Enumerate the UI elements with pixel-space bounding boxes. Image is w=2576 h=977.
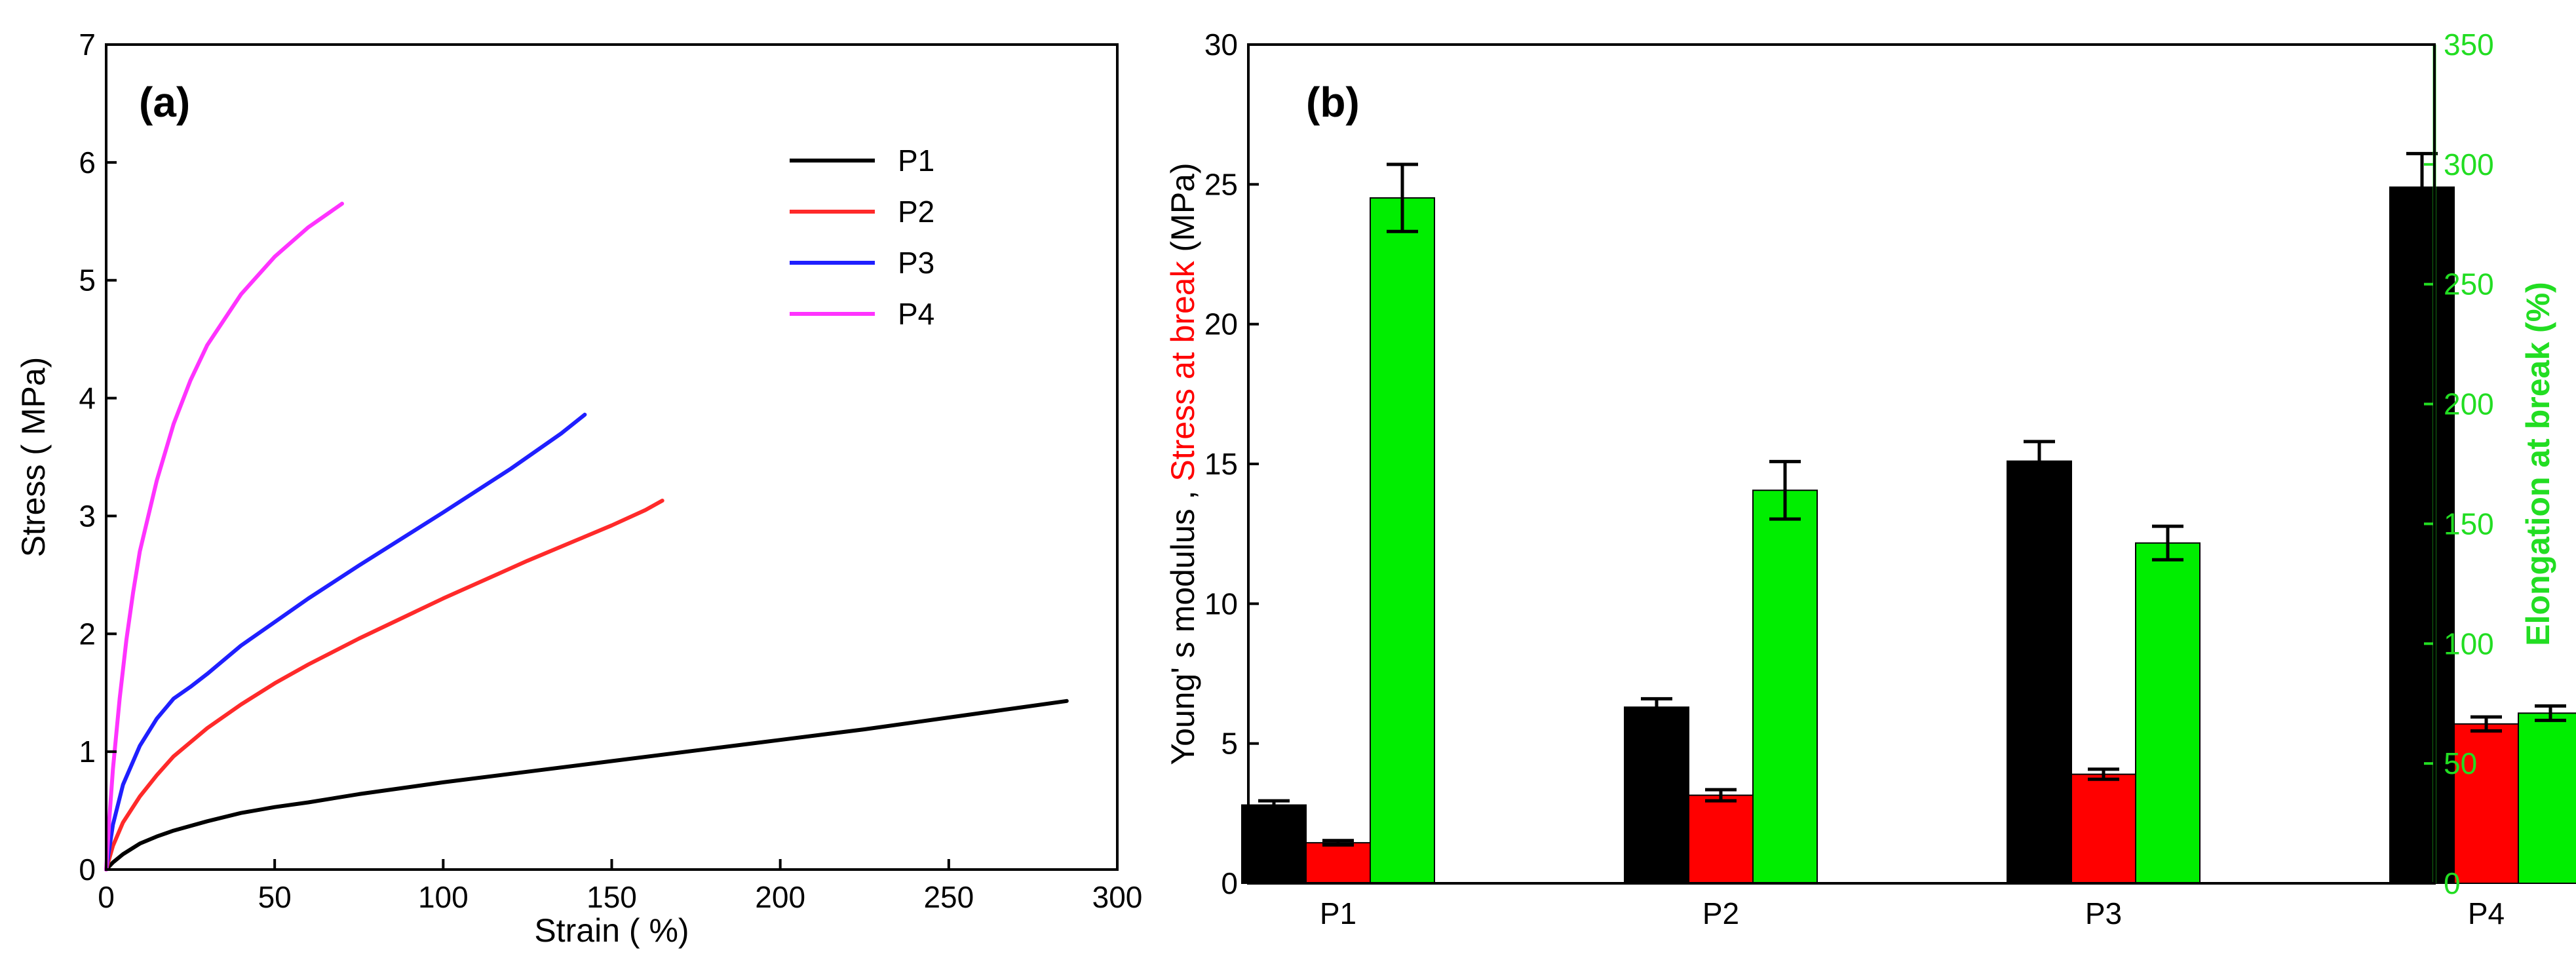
right-tick-label-50: 50 — [2444, 746, 2477, 780]
x-category-label-p3: P3 — [2085, 896, 2122, 930]
y-tick-label-1: 1 — [79, 735, 96, 769]
panel-b-bar-chart: P1 P2 P3 P4 0510152025300501001502002503003… — [1164, 28, 2576, 930]
error-bar-stress-p4 — [2470, 715, 2502, 733]
x-category-label-p4: P4 — [2468, 896, 2505, 930]
y-tick-label-5: 5 — [79, 263, 96, 297]
x-category-label-p2: P2 — [1702, 896, 1739, 930]
panel-b-label: (b) — [1306, 79, 1360, 126]
x-tick-label-0: 0 — [98, 880, 115, 914]
panel-b-left-axis-title-unit: (MPa) — [1164, 163, 1201, 261]
error-bar-modulus-p3 — [2024, 440, 2055, 483]
bar-stress-p3 — [2071, 773, 2136, 884]
right-tick-label-300: 300 — [2444, 147, 2494, 182]
error-bar-elongation-p1 — [1387, 163, 1418, 233]
panel-a-y-axis-title: Stress ( MPa) — [15, 357, 52, 558]
legend-label-p4: P4 — [898, 297, 934, 331]
panel-a-ticks: 0 50 100 150 200 250 300 0 1 2 3 4 5 6 7 — [79, 28, 1142, 914]
bar-stress-p2 — [1688, 794, 1754, 884]
bar-modulus-p2 — [1624, 706, 1689, 884]
left-tick-label-25: 25 — [1204, 167, 1238, 201]
panel-b-left-axis-title-modulus: Young' s modulus , — [1164, 482, 1201, 765]
legend-label-p3: P3 — [898, 246, 934, 280]
panel-a-x-axis-title: Strain ( %) — [534, 912, 689, 949]
legend-label-p2: P2 — [898, 195, 934, 229]
x-tick-label-300: 300 — [1092, 880, 1143, 914]
bar-elongation-p1 — [1370, 197, 1435, 884]
panel-b-left-axis-title-stress: Stress at break — [1164, 260, 1201, 481]
x-tick-label-250: 250 — [923, 880, 974, 914]
curve-p1 — [104, 699, 1069, 872]
curve-p4 — [104, 201, 344, 872]
curve-p3 — [104, 412, 587, 872]
error-bar-modulus-p4 — [2406, 151, 2438, 223]
bar-elongation-p3 — [2135, 542, 2201, 884]
error-bar-stress-p2 — [1705, 788, 1737, 803]
y-tick-label-2: 2 — [79, 617, 96, 651]
y-tick-label-7: 7 — [79, 28, 96, 62]
right-tick-label-350: 350 — [2444, 28, 2494, 62]
panel-a-curves — [104, 201, 1069, 872]
x-category-label-p1: P1 — [1320, 896, 1356, 930]
x-tick-label-100: 100 — [418, 880, 469, 914]
error-bar-elongation-p3 — [2152, 524, 2183, 562]
panel-a-legend: P1 P2 P3 P4 — [790, 144, 934, 331]
panel-b-right-axis-title: Elongation at break (%) — [2520, 282, 2556, 646]
bar-modulus-p4 — [2389, 186, 2455, 885]
y-tick-label-0: 0 — [79, 852, 96, 887]
right-tick-label-150: 150 — [2444, 507, 2494, 541]
bar-modulus-p3 — [2007, 460, 2072, 884]
bar-stress-p4 — [2453, 723, 2519, 885]
panel-a-plot-frame — [105, 43, 1119, 871]
legend-label-p1: P1 — [898, 144, 934, 178]
error-bar-modulus-p1 — [1258, 799, 1290, 811]
error-bar-stress-p3 — [2088, 767, 2119, 781]
x-tick-label-150: 150 — [586, 880, 637, 914]
y-tick-label-3: 3 — [79, 499, 96, 533]
left-tick-label-10: 10 — [1204, 586, 1238, 621]
right-tick-label-0: 0 — [2444, 866, 2461, 900]
left-tick-label-20: 20 — [1204, 307, 1238, 341]
panel-b-plot-frame — [1247, 43, 2436, 885]
bar-elongation-p4 — [2518, 712, 2576, 885]
error-bar-elongation-p2 — [1769, 459, 1801, 521]
bar-elongation-p2 — [1752, 489, 1818, 884]
panel-b-bars: P1 P2 P3 P4 — [1241, 151, 2576, 930]
left-tick-label-30: 30 — [1204, 28, 1238, 62]
curve-p2 — [104, 499, 664, 872]
x-tick-label-200: 200 — [755, 880, 805, 914]
right-tick-label-100: 100 — [2444, 626, 2494, 661]
y-tick-label-4: 4 — [79, 381, 96, 415]
x-tick-label-50: 50 — [258, 880, 292, 914]
bar-modulus-p1 — [1241, 804, 1307, 884]
panel-a-line-chart: 0 50 100 150 200 250 300 0 1 2 3 4 5 6 7 (a) Strain ( … — [15, 28, 1142, 949]
panel-b-left-axis-title: Young' s modulus , Stress at break (MPa) — [1164, 163, 1201, 765]
error-bar-stress-p1 — [1322, 839, 1354, 847]
error-bar-modulus-p2 — [1641, 697, 1672, 718]
right-tick-label-200: 200 — [2444, 387, 2494, 421]
left-tick-label-0: 0 — [1221, 866, 1238, 900]
panel-a-label: (a) — [139, 79, 190, 126]
y-tick-label-6: 6 — [79, 145, 96, 180]
bar-stress-p1 — [1305, 842, 1371, 884]
right-tick-label-250: 250 — [2444, 267, 2494, 301]
left-tick-label-15: 15 — [1204, 447, 1238, 481]
error-bar-elongation-p4 — [2535, 704, 2566, 722]
left-tick-label-5: 5 — [1221, 727, 1238, 761]
